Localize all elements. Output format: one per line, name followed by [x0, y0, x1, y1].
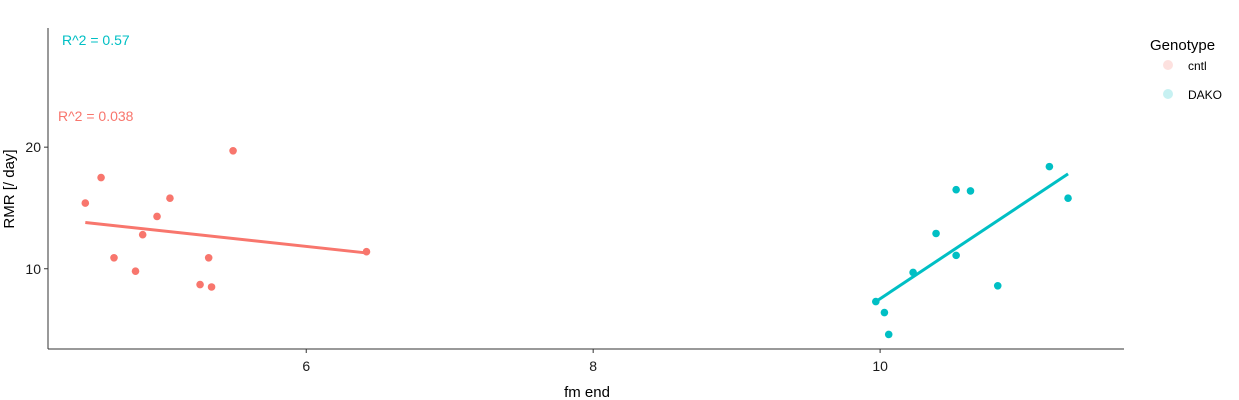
data-point	[166, 194, 174, 203]
legend-key-cntl	[1163, 60, 1173, 70]
data-point	[993, 281, 1002, 290]
data-point	[1045, 162, 1054, 171]
legend-label-dako: DAKO	[1188, 88, 1222, 102]
data-point	[229, 147, 237, 155]
regression-line-cntl	[85, 221, 367, 255]
data-point	[196, 280, 204, 289]
data-point	[909, 268, 917, 277]
data-point	[966, 187, 975, 195]
data-point	[932, 229, 940, 238]
legend-key-dako	[1163, 89, 1173, 99]
data-point	[97, 173, 105, 182]
r-squared-cntl-annotation: R^2 = 0.038	[58, 108, 134, 124]
y-axis-title: RMR [/ day]	[1, 149, 18, 228]
data-point	[131, 267, 140, 275]
data-point	[204, 254, 213, 262]
data-point	[81, 199, 90, 207]
legend-title: Genotype	[1150, 37, 1215, 54]
regression-line-dako	[874, 172, 1069, 303]
x-tick-label: 8	[589, 358, 597, 374]
series-layer	[81, 147, 1072, 339]
legend: Genotype cntl DAKO	[1150, 37, 1222, 102]
legend-item-cntl: cntl	[1163, 59, 1207, 73]
data-point	[872, 297, 880, 306]
data-point	[952, 251, 960, 260]
series-dako	[872, 162, 1072, 339]
data-point	[110, 254, 118, 262]
data-point	[138, 230, 147, 239]
data-point	[880, 308, 889, 317]
x-tick-label: 6	[302, 358, 310, 374]
data-point	[362, 247, 371, 256]
data-point	[952, 185, 960, 194]
data-point	[207, 283, 216, 291]
x-axis-ticks: 6 8 10	[302, 349, 888, 374]
data-point	[153, 212, 161, 221]
plot-panel: 6 8 10 10 20 R^2 = 0.57 R^2 = 0.038	[25, 28, 1124, 374]
data-point	[884, 330, 893, 339]
x-tick-label: 10	[872, 358, 888, 374]
x-axis-title: fm end	[564, 384, 610, 400]
y-axis-ticks: 10 20	[25, 139, 48, 277]
y-tick-label: 20	[25, 139, 41, 155]
data-point	[1064, 194, 1072, 203]
series-cntl	[81, 147, 371, 291]
annotations: R^2 = 0.57 R^2 = 0.038	[58, 32, 134, 124]
r-squared-dako-annotation: R^2 = 0.57	[62, 32, 130, 48]
legend-label-cntl: cntl	[1188, 59, 1207, 73]
y-tick-label: 10	[25, 261, 41, 277]
legend-item-dako: DAKO	[1163, 88, 1222, 102]
